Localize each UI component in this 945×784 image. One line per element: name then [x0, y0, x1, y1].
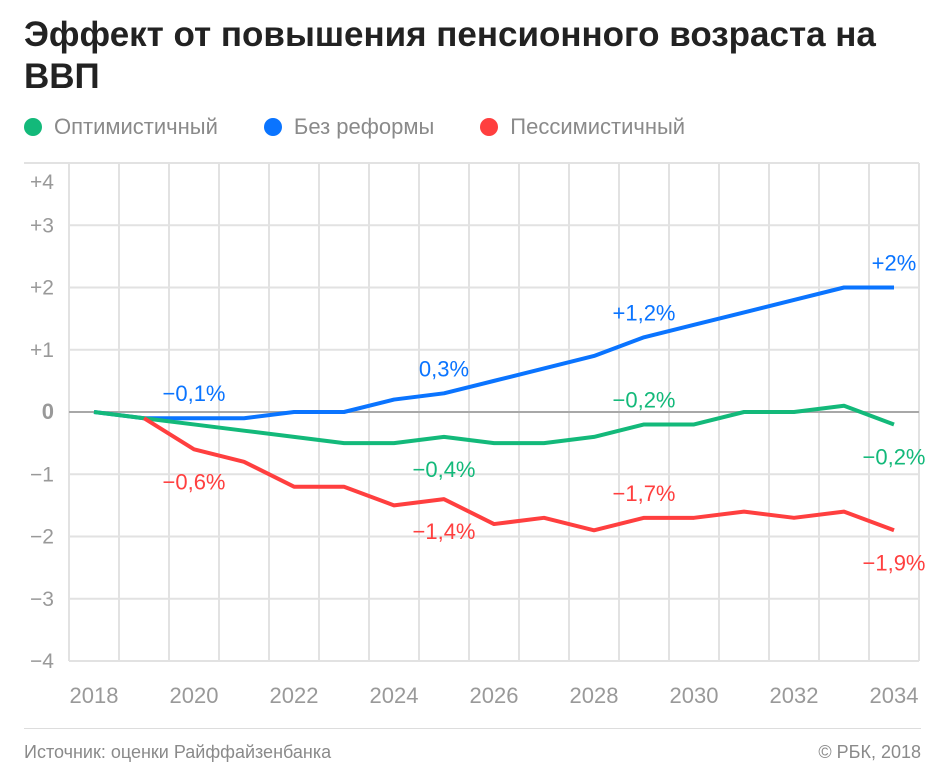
x-tick-label: 2024 [370, 683, 419, 708]
data-label: −1,4% [413, 519, 476, 544]
legend-item-pessimistic: Пессимистичный [480, 114, 685, 140]
data-label: +1,2% [613, 300, 676, 325]
y-tick-label: −4 [30, 650, 54, 673]
x-tick-label: 2018 [70, 683, 119, 708]
x-tick-label: 2034 [870, 683, 919, 708]
legend-dot [480, 118, 499, 136]
y-tick-label: 0 [42, 399, 54, 424]
divider [24, 728, 921, 729]
series-line-1 [93, 285, 894, 421]
legend-item-no-reform: Без реформы [263, 114, 435, 140]
y-tick-label: −2 [30, 526, 54, 549]
data-label: −1,7% [613, 481, 676, 506]
y-tick-label: +4 [30, 171, 54, 194]
copyright: © РБК, 2018 [818, 742, 921, 762]
legend-label: Без реформы [293, 114, 435, 139]
series-line-0 [93, 403, 895, 446]
source-note: Источник: оценки Райффайзенбанка [24, 742, 332, 762]
x-tick-label: 2022 [270, 683, 319, 708]
x-tick-label: 2026 [470, 683, 519, 708]
data-label: −0,1% [163, 381, 226, 406]
data-label: −0,2% [613, 387, 676, 412]
legend-dot [263, 118, 282, 136]
data-label: +2% [872, 251, 917, 276]
x-tick-label: 2030 [670, 683, 719, 708]
y-tick-label: +2 [30, 277, 54, 300]
y-tick-label: +1 [30, 339, 54, 362]
x-tick-label: 2020 [170, 683, 219, 708]
data-label: −1,9% [863, 550, 926, 575]
x-tick-label: 2028 [570, 683, 619, 708]
series-line-2 [142, 416, 895, 533]
x-tick-label: 2032 [770, 683, 819, 708]
data-label: −0,2% [863, 444, 926, 469]
legend-label: Пессимистичный [510, 114, 686, 139]
data-label: −0,4% [413, 457, 476, 482]
y-tick-label: +3 [30, 214, 54, 237]
data-label: −0,6% [163, 469, 226, 494]
legend-item-optimistic: Оптимистичный [24, 114, 218, 140]
chart-title: Эффект от повышения пенсионного возраста… [24, 15, 876, 96]
data-label: 0,3% [419, 356, 469, 381]
y-tick-label: −1 [30, 463, 54, 486]
legend-dot [24, 118, 42, 136]
legend: Оптимистичный Без реформы Пессимистичный [24, 114, 685, 140]
legend-label: Оптимистичный [54, 114, 218, 139]
y-tick-label: −3 [30, 588, 54, 611]
